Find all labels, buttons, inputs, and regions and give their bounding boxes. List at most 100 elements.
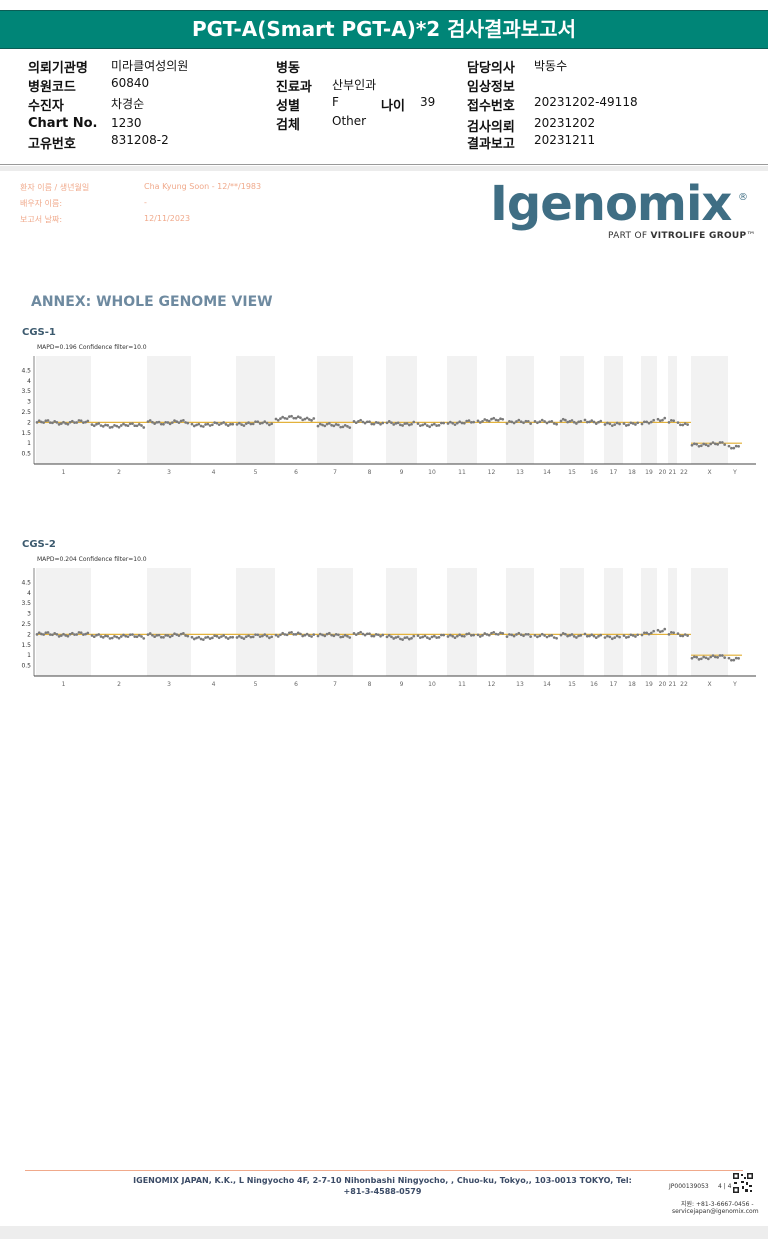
x-tick-label: 4 xyxy=(212,681,216,688)
logo-tagline-tm: ™ xyxy=(746,231,756,241)
copy-number-point xyxy=(656,628,660,632)
copy-number-point xyxy=(244,422,248,426)
copy-number-point xyxy=(610,424,614,428)
chart-no-value: 1230 xyxy=(111,116,142,130)
copy-number-point xyxy=(37,419,41,423)
copy-number-point xyxy=(737,444,740,448)
page-bottom-band xyxy=(0,1226,768,1239)
chart-subtitle: MAPD=0.204 Confidence filter=10.0 xyxy=(37,556,147,563)
copy-number-point xyxy=(385,635,389,639)
copy-number-point xyxy=(108,637,112,640)
copy-number-point xyxy=(499,631,502,635)
dept-label: 진료과 xyxy=(276,80,312,95)
copy-number-point xyxy=(66,634,70,638)
copy-number-point xyxy=(122,422,125,426)
copy-number-point xyxy=(559,633,563,637)
copy-number-point xyxy=(197,422,201,426)
copy-number-point xyxy=(164,420,168,424)
copy-number-point xyxy=(195,423,198,427)
copy-number-point xyxy=(211,636,214,640)
copy-number-point xyxy=(254,420,257,424)
x-tick-label: 3 xyxy=(167,681,171,688)
copy-number-point xyxy=(572,420,576,424)
copy-number-point xyxy=(348,636,352,639)
copy-number-point xyxy=(538,420,542,424)
copy-number-point xyxy=(579,634,583,637)
copy-number-point xyxy=(42,421,45,424)
copy-number-point xyxy=(354,421,358,425)
copy-number-point xyxy=(148,632,152,635)
copy-number-point xyxy=(97,422,101,425)
x-tick-label: 2 xyxy=(117,469,121,476)
report-date-value-en: 12/11/2023 xyxy=(144,214,191,223)
footer-divider xyxy=(25,1170,743,1171)
copy-number-point xyxy=(66,422,70,426)
copy-number-point xyxy=(346,634,349,638)
y-tick-label: 2 xyxy=(27,631,31,638)
copy-number-point xyxy=(561,631,565,635)
copy-number-point xyxy=(555,422,558,426)
copy-number-point xyxy=(301,418,305,422)
copy-number-point xyxy=(184,634,187,637)
copy-number-point xyxy=(631,422,635,425)
copy-number-point xyxy=(718,654,722,657)
copy-number-point xyxy=(357,632,360,635)
copy-number-point xyxy=(199,637,203,641)
copy-number-point xyxy=(681,634,685,638)
copy-number-point xyxy=(583,418,587,422)
copy-number-point xyxy=(564,418,567,422)
copy-number-point xyxy=(224,423,228,426)
copy-number-point xyxy=(508,420,511,423)
copy-number-point xyxy=(412,420,416,424)
copy-number-point xyxy=(119,424,123,427)
copy-number-point xyxy=(387,634,391,637)
copy-number-point xyxy=(155,634,159,637)
copy-number-point xyxy=(274,633,278,637)
copy-number-point xyxy=(276,635,280,638)
copy-number-point xyxy=(327,631,331,635)
chromosome-band xyxy=(641,568,657,676)
copy-number-point xyxy=(512,634,516,638)
copy-number-point xyxy=(290,631,293,634)
copy-number-point xyxy=(451,421,455,425)
copy-number-point xyxy=(365,632,369,636)
copy-number-point xyxy=(548,420,551,424)
x-tick-label: 19 xyxy=(645,469,653,476)
copy-number-point xyxy=(222,634,226,637)
copy-number-point xyxy=(162,422,165,426)
copy-number-point xyxy=(588,634,591,638)
copy-number-point xyxy=(42,633,45,636)
x-tick-label: 11 xyxy=(458,469,466,476)
chromosome-band xyxy=(691,568,728,676)
y-tick-label: 4.5 xyxy=(21,579,31,586)
copy-number-point xyxy=(101,425,105,428)
copy-number-point xyxy=(499,417,502,421)
copy-number-point xyxy=(570,419,574,422)
copy-number-point xyxy=(599,419,603,423)
copy-number-point xyxy=(672,631,676,635)
copy-number-point xyxy=(53,420,57,423)
copy-number-point xyxy=(399,637,402,641)
copy-number-point xyxy=(240,636,243,639)
copy-number-point xyxy=(217,423,221,427)
copy-number-point xyxy=(425,636,429,639)
copy-number-point xyxy=(423,634,427,638)
logo-tagline-prefix: PART OF xyxy=(608,231,651,241)
copy-number-point xyxy=(566,634,569,638)
copy-number-point xyxy=(213,634,216,638)
copy-number-point xyxy=(716,442,720,446)
copy-number-point xyxy=(332,634,336,638)
copy-number-point xyxy=(310,635,313,638)
chromosome-band xyxy=(604,356,623,464)
copy-number-point xyxy=(287,415,291,418)
copy-number-point xyxy=(699,657,703,661)
copy-number-point xyxy=(175,420,179,423)
y-tick-label: 4 xyxy=(27,590,31,597)
copy-number-point xyxy=(702,442,706,446)
copy-number-point xyxy=(458,633,462,637)
copy-number-point xyxy=(606,421,609,425)
copy-number-point xyxy=(51,633,54,637)
age-label: 나이 xyxy=(381,99,405,114)
chromosome-band xyxy=(506,356,534,464)
copy-number-point xyxy=(702,655,706,659)
